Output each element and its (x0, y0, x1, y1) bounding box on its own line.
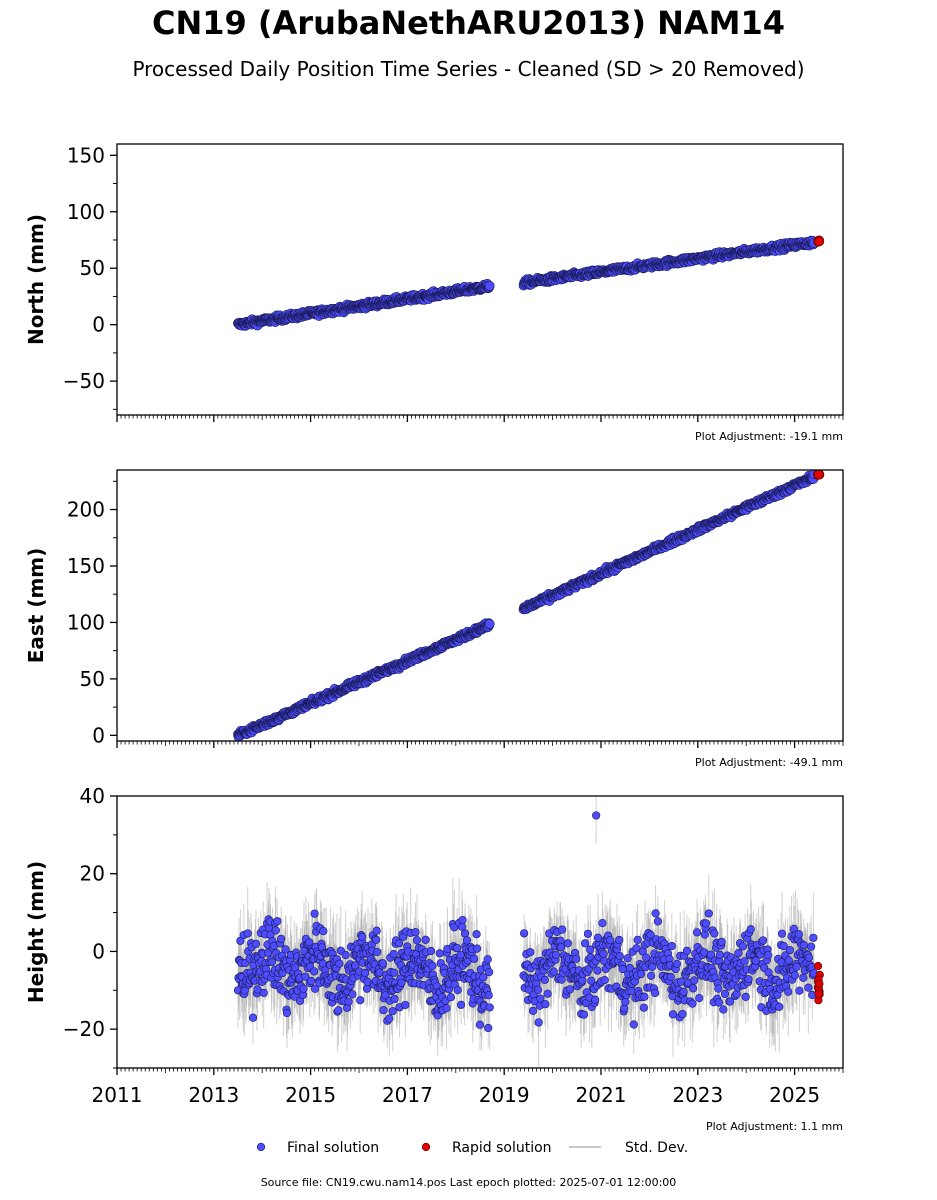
y-tick-label: 200 (67, 498, 105, 522)
y-tick-label: 150 (67, 143, 105, 167)
plot-area (233, 236, 823, 331)
rapid-point (814, 470, 823, 479)
y-tick-label: 150 (67, 554, 105, 578)
plot-area (234, 788, 823, 1068)
final-solution-points (233, 236, 818, 330)
y-tick-label: 0 (92, 723, 105, 747)
axes-frame (117, 144, 843, 415)
final-point (485, 281, 494, 290)
height-panel: −200204020112013201520172019202120232025… (24, 784, 843, 1133)
y-tick-label: 100 (67, 200, 105, 224)
final-point (485, 619, 494, 628)
north-panel: −50 0 50 100 150 North (mm) Plot Adjustment: -… (24, 143, 843, 443)
plot-adjustment-label: Plot Adjustment: -19.1 mm (695, 430, 843, 443)
rapid-point (814, 237, 823, 246)
final-solution-points (233, 470, 818, 742)
y-axis-label: North (mm) (24, 214, 48, 345)
y-tick-label: 50 (80, 667, 105, 691)
y-tick-label: 50 (80, 256, 105, 280)
y-tick-label: −50 (63, 369, 105, 393)
y-axis-label: East (mm) (24, 548, 48, 664)
time-series-figure: −50 0 50 100 150 North (mm) Plot Adjustment: -… (0, 0, 937, 1200)
plot-area (233, 470, 824, 742)
y-tick-label: 0 (92, 313, 105, 337)
east-panel: 0 50 100 150 200 East (mm) Plot Adjustment: -4… (24, 470, 843, 769)
rapid-solution-points (813, 470, 824, 480)
y-tick-label: 100 (67, 610, 105, 634)
plot-adjustment-label: Plot Adjustment: -49.1 mm (695, 756, 843, 769)
